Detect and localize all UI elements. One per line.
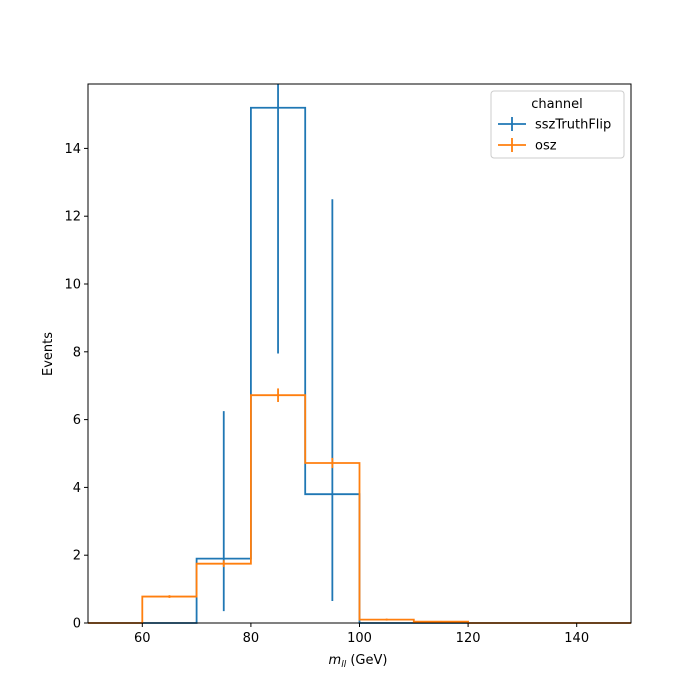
x-tick-label: 80 — [243, 631, 260, 646]
legend-entries: sszTruthFlip osz — [498, 117, 611, 154]
legend-title: channel — [531, 97, 582, 112]
y-tick-label: 2 — [73, 549, 81, 564]
legend-box — [490, 90, 625, 159]
legend-entry-osz: osz — [498, 138, 557, 154]
y-tick-label: 4 — [73, 481, 81, 496]
y-tick-label: 14 — [64, 142, 81, 157]
x-tick-label: 60 — [134, 631, 151, 646]
legend: channel sszTruthFlip osz — [490, 90, 625, 159]
y-tick-label: 8 — [73, 345, 81, 360]
y-tick-label: 0 — [73, 617, 81, 632]
legend-label: sszTruthFlip — [535, 118, 611, 133]
y-axis-ticks: 0 2 4 6 8 10 12 14 — [64, 142, 88, 632]
plot-series — [88, 84, 631, 624]
legend-entry-sszTruthFlip: sszTruthFlip — [498, 117, 611, 133]
x-tick-label: 120 — [456, 631, 481, 646]
y-tick-label: 6 — [73, 413, 81, 428]
y-tick-label: 12 — [64, 210, 81, 225]
x-axis-title: mll (GeV) — [329, 653, 388, 670]
series-osz — [88, 388, 631, 624]
x-axis-ticks: 60 80 100 120 140 — [134, 623, 589, 646]
histogram-step-osz — [88, 394, 631, 624]
y-axis-title: Events — [41, 332, 56, 376]
x-tick-label: 140 — [564, 631, 589, 646]
x-tick-label: 100 — [347, 631, 372, 646]
legend-label: osz — [535, 139, 557, 154]
y-tick-label: 10 — [64, 278, 81, 293]
